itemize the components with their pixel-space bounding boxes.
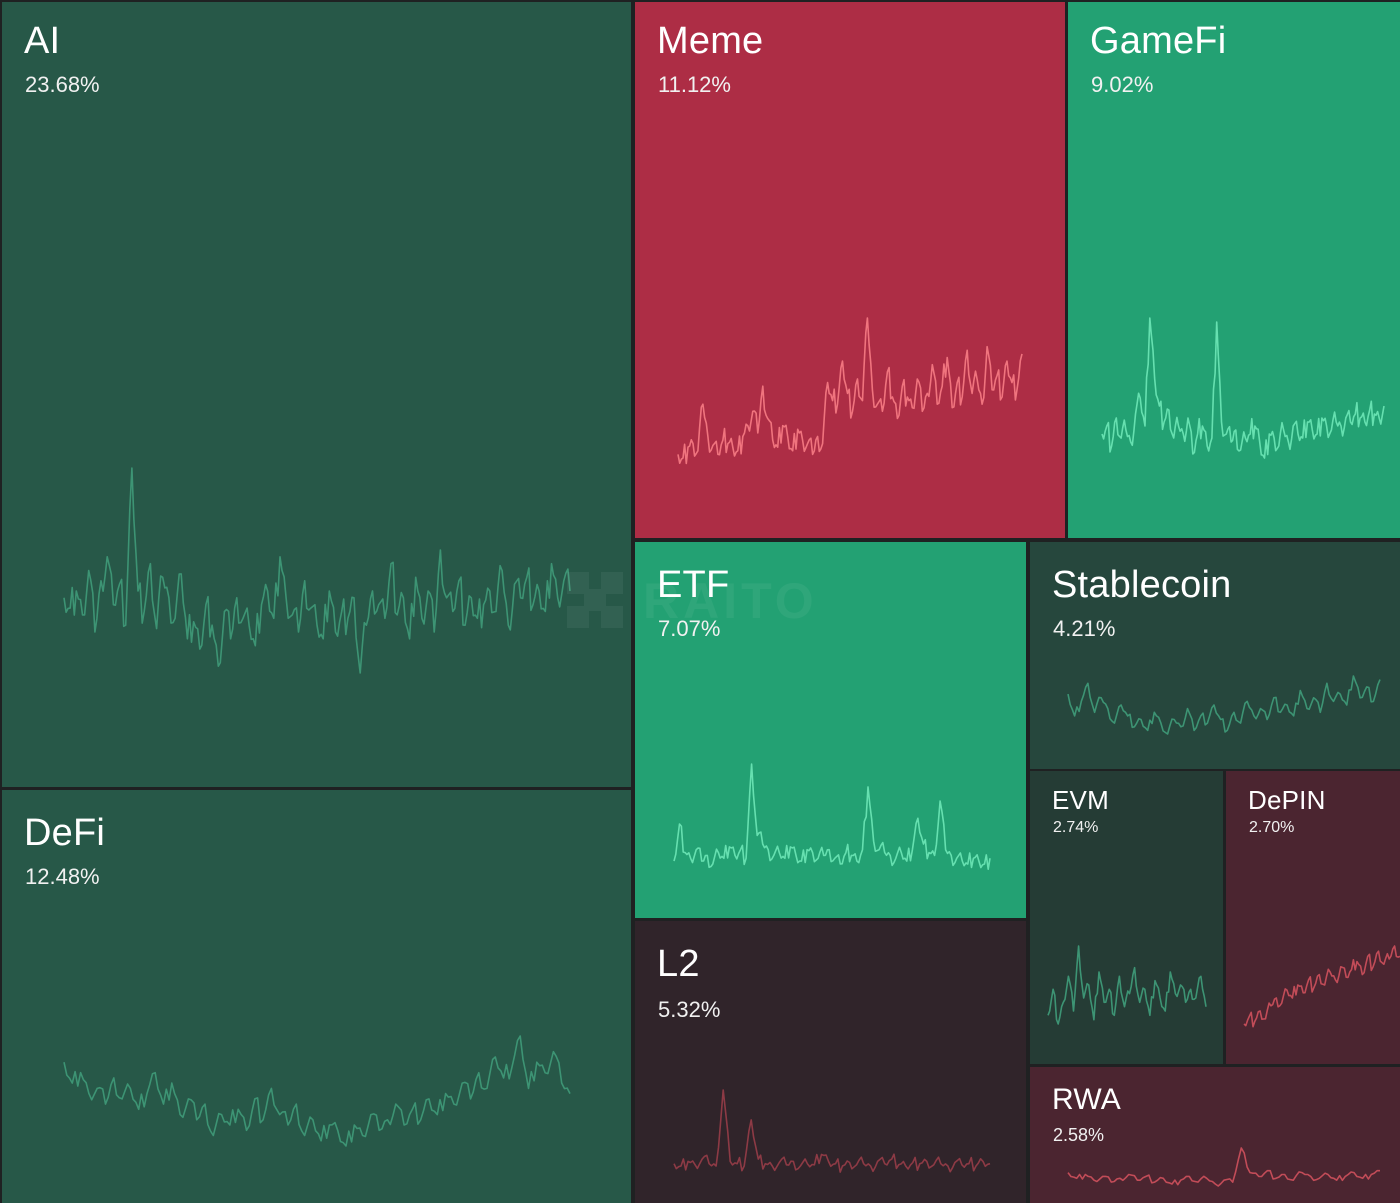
sparkline-path-l2 — [673, 1089, 991, 1173]
sector-name: AI — [24, 20, 61, 62]
sparkline-path-evm — [1047, 945, 1207, 1025]
sector-tile-gamefi[interactable]: GameFi 9.02% — [1068, 2, 1400, 538]
sparkline-path-ai — [63, 467, 571, 674]
sector-sparkline — [673, 1089, 991, 1173]
sector-share: 11.12% — [658, 72, 731, 97]
sector-sparkline — [673, 763, 991, 870]
sparkline-path-etf — [673, 763, 991, 870]
sector-share: 2.58% — [1053, 1125, 1105, 1145]
sector-tile-meme[interactable]: Meme 11.12% — [635, 2, 1065, 538]
sector-sparkline — [1047, 945, 1207, 1025]
sector-sparkline — [1067, 675, 1381, 735]
sector-name: Meme — [657, 20, 764, 62]
sparkline-path-defi — [63, 1035, 571, 1147]
sector-tile-defi[interactable]: DeFi 12.48% — [2, 790, 631, 1203]
sector-name: Stablecoin — [1052, 564, 1232, 606]
sector-sparkline — [1067, 1147, 1380, 1187]
sector-name: DePIN — [1248, 785, 1326, 815]
sector-sparkline — [1101, 317, 1385, 459]
sparkline-path-depin — [1243, 945, 1400, 1028]
sector-sparkline — [677, 317, 1023, 465]
sector-share: 7.07% — [658, 616, 721, 641]
sector-name: GameFi — [1090, 20, 1227, 62]
sector-sparkline — [1243, 945, 1400, 1028]
sector-name: EVM — [1052, 785, 1109, 815]
sector-share: 2.70% — [1249, 819, 1295, 836]
sector-name: DeFi — [24, 812, 106, 854]
sector-share: 5.32% — [658, 997, 721, 1022]
sector-name: L2 — [657, 943, 700, 985]
sector-tile-stablecoin[interactable]: Stablecoin 4.21% — [1030, 542, 1400, 769]
sparkline-path-meme — [677, 317, 1023, 465]
sector-name: RWA — [1052, 1083, 1121, 1116]
sector-tile-ai[interactable]: AI 23.68% — [2, 2, 631, 787]
sector-share: 12.48% — [25, 864, 100, 889]
sector-share: 9.02% — [1091, 72, 1154, 97]
sector-sparkline — [63, 467, 571, 674]
sector-share: 23.68% — [25, 72, 100, 97]
sparkline-path-gamefi — [1101, 317, 1385, 459]
sector-sparkline — [63, 1035, 571, 1147]
sector-share: 4.21% — [1053, 616, 1116, 641]
sparkline-path-stablecoin — [1067, 675, 1381, 735]
sector-tile-evm[interactable]: EVM 2.74% — [1030, 771, 1223, 1064]
sector-tile-depin[interactable]: DePIN 2.70% — [1226, 771, 1400, 1064]
sector-name: ETF — [657, 564, 730, 606]
sector-tile-rwa[interactable]: RWA 2.58% — [1030, 1067, 1400, 1203]
sector-tile-l2[interactable]: L2 5.32% — [635, 921, 1026, 1203]
sparkline-path-rwa — [1067, 1147, 1380, 1187]
sector-tile-etf[interactable]: ETF 7.07% — [635, 542, 1026, 918]
sector-share: 2.74% — [1053, 819, 1099, 836]
